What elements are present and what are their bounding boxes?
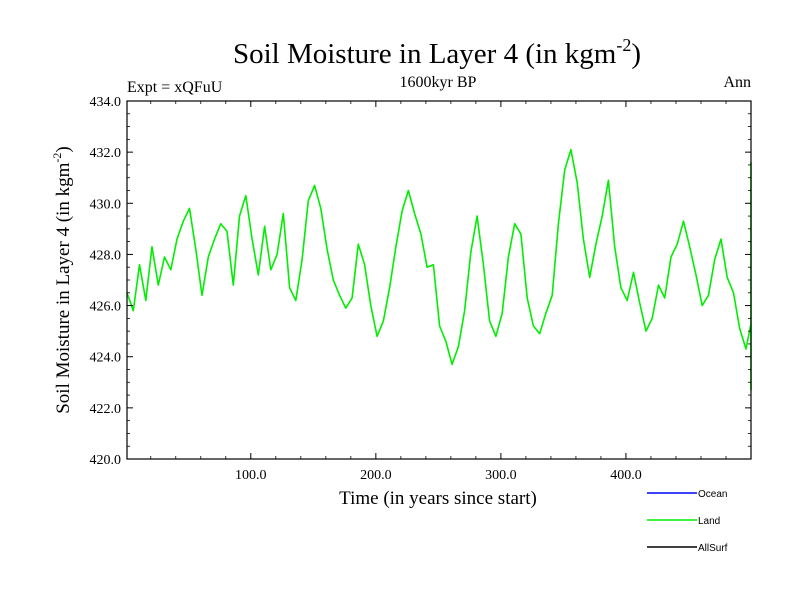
x-tick-label: 400.0 [610, 468, 642, 483]
y-axis-label: Soil Moisture in Layer 4 (in kgm-2) [50, 146, 74, 414]
y-tick-label: 434.0 [90, 95, 122, 110]
x-tick-label: 100.0 [235, 468, 267, 483]
season-label: Ann [723, 74, 751, 91]
x-tick-label: 300.0 [485, 468, 517, 483]
series-line-land [126, 148, 752, 391]
y-tick-label: 432.0 [90, 146, 122, 161]
legend-label-allsurf: AllSurf [698, 543, 728, 554]
plot-area: 100.0 200.0 300.0 400.0 420.0 422.0 424.0 426.0… [90, 95, 752, 483]
y-tick-label: 420.0 [90, 453, 122, 468]
y-tick-label: 430.0 [90, 197, 122, 212]
legend: Ocean Land AllSurf [647, 489, 728, 554]
x-tick-label: 200.0 [360, 468, 392, 483]
plot-frame [126, 100, 752, 460]
x-axis-label: Time (in years since start) [339, 488, 537, 509]
y-tick-label: 426.0 [90, 300, 122, 315]
experiment-label: Expt = xQFuU [127, 79, 223, 96]
y-tick-label: 424.0 [90, 351, 122, 366]
legend-label-land: Land [698, 516, 720, 527]
legend-label-ocean: Ocean [698, 489, 727, 500]
y-tick-label: 428.0 [90, 248, 122, 263]
chart-title: Soil Moisture in Layer 4 (in kgm-2) [233, 35, 641, 70]
chart-subtitle: 1600kyr BP [400, 74, 477, 91]
y-tick-label: 422.0 [90, 402, 122, 417]
